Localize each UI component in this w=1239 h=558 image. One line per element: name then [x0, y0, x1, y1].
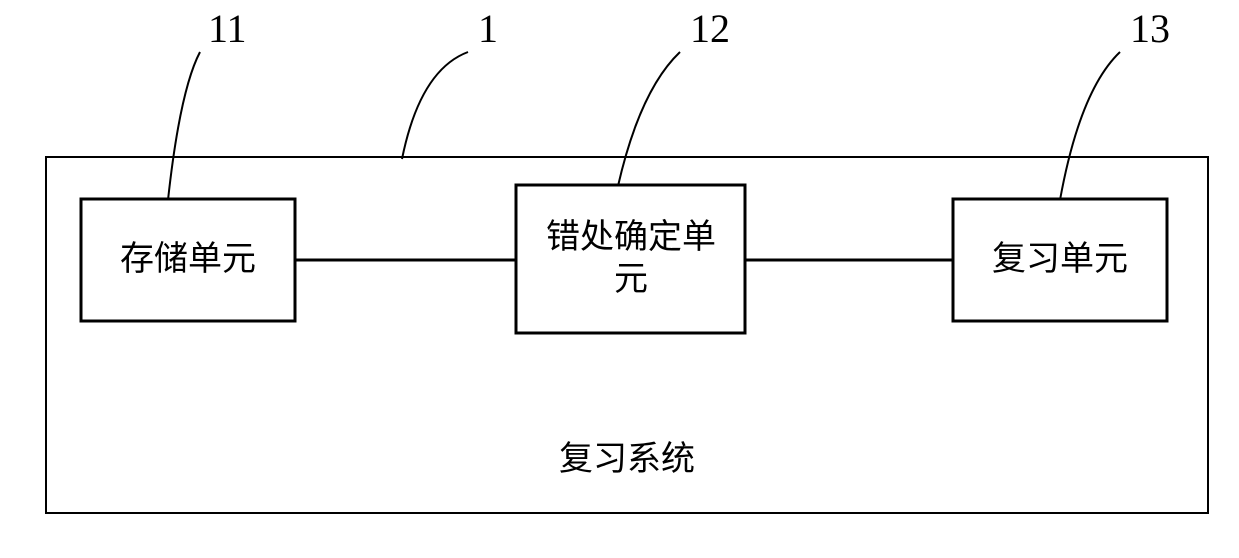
outer-box-leader [402, 52, 468, 159]
node-error-determine-label-line1: 错处确定单 [546, 218, 716, 256]
node-storage-label: 存储单元 [120, 240, 256, 278]
node-review-callout-number: 13 [1130, 6, 1170, 51]
node-storage-callout-number: 11 [208, 6, 247, 51]
node-error-determine-label-line2: 元 [614, 261, 648, 298]
node-error-determine-callout-number: 12 [690, 6, 730, 51]
outer-box-callout-number: 1 [478, 6, 498, 51]
outer-box-label: 复习系统 [559, 440, 695, 478]
node-review-label: 复习单元 [992, 240, 1128, 278]
node-error-determine [516, 185, 745, 333]
